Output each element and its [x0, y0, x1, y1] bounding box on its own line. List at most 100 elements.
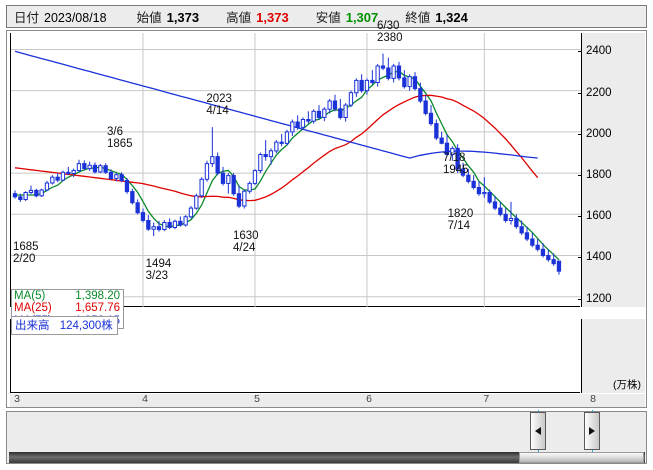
price-tick-mark	[578, 133, 582, 135]
candlestick	[370, 70, 375, 85]
price-tick-label: 1600	[586, 210, 612, 223]
candlestick	[34, 188, 39, 198]
price-annotation: 1820 7/14	[448, 208, 474, 232]
candlestick	[530, 232, 535, 248]
candlestick	[172, 219, 178, 230]
left-arrow-icon	[535, 427, 541, 435]
candlestick	[492, 195, 498, 211]
candlestick	[114, 173, 119, 182]
price-tick-mark	[578, 92, 582, 94]
chart-frame: 1685 2/20 3/6 1865 1494 3/23 2023 4/14 1630 4/24 6…	[6, 20, 647, 408]
quote-low-group: 安値 1,307	[316, 7, 379, 26]
price-tick-label: 2200	[586, 86, 612, 99]
candlestick	[98, 164, 103, 174]
panel-divider	[10, 308, 645, 318]
candlestick	[103, 163, 108, 174]
quote-open-group: 始値 1,373	[137, 7, 200, 26]
open-label: 始値	[136, 11, 162, 25]
candlestick	[343, 103, 348, 122]
annotation-date: 7/18	[443, 151, 466, 164]
month-tick-label: 3	[14, 393, 20, 405]
low-label: 安値	[315, 11, 341, 25]
ma25-value: 1,657.76	[75, 302, 120, 315]
candlestick	[92, 162, 98, 174]
price-annotation: 2023 4/14	[206, 93, 232, 117]
candlestick	[60, 170, 66, 182]
candlestick	[18, 193, 23, 202]
candlestick	[146, 215, 151, 231]
price-annotation: 1685 2/20	[13, 241, 39, 265]
price-annotation: 1630 4/24	[233, 230, 259, 254]
ma25-label: MA(25)	[14, 302, 52, 315]
candlestick	[466, 168, 471, 184]
candlestick	[156, 220, 162, 232]
ma-line-25	[14, 94, 539, 202]
candlestick	[519, 220, 524, 235]
candlestick	[476, 181, 482, 196]
month-tick-label: 7	[483, 393, 490, 405]
low-value: 1,307	[345, 10, 379, 25]
quote-bar: 日付 2023/08/18 始値 1,373 高値 1,373 安値 1,307…	[6, 5, 647, 28]
close-label: 終値	[405, 11, 431, 25]
candlestick	[482, 177, 487, 198]
volume-legend: 出来高 124,300株	[11, 316, 118, 335]
candlestick	[130, 188, 135, 205]
candlestick	[82, 160, 87, 171]
price-chart-panel[interactable]: 1685 2/20 3/6 1865 1494 3/23 2023 4/14 1630 4/24 6…	[10, 20, 592, 307]
price-tick-label: 1400	[586, 251, 612, 264]
candlestick	[455, 144, 460, 174]
candlestick	[210, 127, 215, 167]
candlestick	[295, 115, 300, 130]
date-label: 日付	[14, 11, 40, 25]
scrollbar-thumb[interactable]	[519, 452, 644, 463]
candlestick	[135, 199, 140, 215]
horizontal-scrollbar[interactable]	[9, 452, 645, 463]
candlestick	[50, 175, 55, 185]
price-annotation: 1494 3/23	[146, 258, 172, 282]
scrollbar-track[interactable]	[9, 452, 645, 463]
price-tick-label: 2000	[586, 127, 612, 140]
candlestick	[439, 131, 444, 145]
volume-legend-value: 124,300株	[59, 320, 113, 332]
range-navigator[interactable]	[6, 410, 647, 464]
candlestick	[348, 90, 354, 108]
candlestick	[12, 190, 18, 199]
annotation-date: 4/24	[233, 242, 256, 255]
candlestick	[108, 169, 114, 181]
ma5-label: MA(5)	[14, 290, 46, 302]
navigator-left-handle[interactable]	[530, 412, 546, 450]
candlestick	[540, 243, 546, 258]
candlestick	[263, 140, 268, 161]
price-tick-mark	[578, 175, 582, 177]
navigator-right-handle[interactable]	[584, 412, 600, 450]
candlestick	[407, 74, 412, 91]
candlestick	[450, 146, 455, 161]
candlestick	[322, 107, 327, 122]
candlestick	[183, 215, 188, 227]
annotation-date: 7/14	[447, 219, 471, 232]
quote-date-group: 日付 2023/08/18	[14, 7, 107, 26]
price-tick-mark	[578, 298, 582, 300]
annotation-price: 2380	[377, 31, 403, 44]
candlestick	[551, 253, 556, 266]
candlestick	[284, 129, 290, 146]
candlestick	[39, 188, 44, 197]
candlestick	[199, 177, 204, 198]
candlestick	[162, 220, 167, 232]
candlestick	[151, 222, 156, 237]
price-annotation: 7/18 1945	[443, 152, 469, 176]
candlestick	[375, 63, 380, 87]
candlestick	[44, 180, 50, 192]
date-value: 2023/08/18	[44, 11, 107, 25]
right-arrow-icon	[589, 427, 595, 435]
candlestick	[460, 162, 466, 178]
candlestick	[386, 57, 391, 81]
month-tick-label: 5	[254, 393, 260, 405]
candlestick	[231, 173, 236, 196]
annotation-date: 4/14	[206, 105, 229, 118]
candlestick	[380, 53, 386, 71]
price-tick-mark	[578, 216, 582, 218]
candlestick	[226, 173, 231, 194]
candlestick	[178, 216, 183, 227]
